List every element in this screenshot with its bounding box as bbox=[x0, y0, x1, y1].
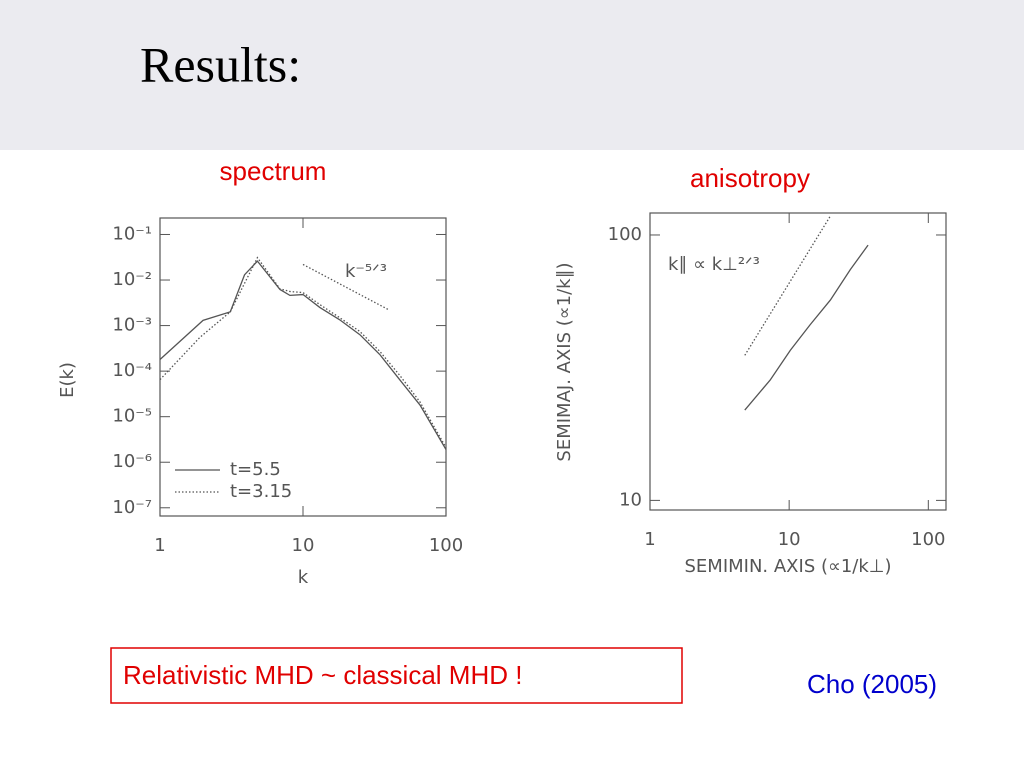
y-axis-label: E(k) bbox=[57, 362, 78, 398]
slide-title: Results: bbox=[140, 36, 301, 92]
caption: anisotropy bbox=[690, 163, 810, 193]
annotation: k⁻⁵ᐟ³ bbox=[345, 261, 387, 282]
y-tick-label: 10⁻³ bbox=[112, 315, 152, 336]
legend-label: t=3.15 bbox=[230, 481, 292, 502]
y-tick-label: 10⁻⁴ bbox=[112, 360, 152, 381]
note: Relativistic MHD ~ classical MHD ! bbox=[123, 660, 522, 690]
x-tick-label: 100 bbox=[429, 535, 463, 556]
reference-line bbox=[744, 215, 831, 356]
x-tick-label: 1 bbox=[154, 535, 165, 556]
y-axis-label: SEMIMAJ. AXIS (∝1/k∥) bbox=[554, 262, 575, 461]
y-tick-label: 10⁻¹ bbox=[112, 223, 152, 244]
legend-label: t=5.5 bbox=[230, 459, 281, 480]
reference-line bbox=[302, 263, 390, 311]
x-tick-label: 10 bbox=[292, 535, 315, 556]
y-tick-label: 10⁻⁶ bbox=[112, 451, 152, 472]
series-line bbox=[744, 244, 869, 411]
title-band bbox=[0, 0, 1024, 150]
y-tick-label: 10⁻⁷ bbox=[112, 497, 152, 518]
y-tick-label: 10 bbox=[619, 489, 642, 510]
x-tick-label: 10 bbox=[778, 529, 801, 550]
x-tick-label: 100 bbox=[911, 529, 945, 550]
x-axis-label: k bbox=[298, 567, 309, 588]
plot-frame bbox=[159, 217, 447, 517]
x-tick-label: 1 bbox=[644, 529, 655, 550]
series-line bbox=[159, 260, 447, 450]
y-tick-label: 10⁻² bbox=[112, 269, 152, 290]
y-tick-label: 100 bbox=[608, 224, 642, 245]
citation: Cho (2005) bbox=[807, 669, 937, 699]
annotation: k∥ ∝ k⊥²ᐟ³ bbox=[668, 254, 760, 275]
y-tick-label: 10⁻⁵ bbox=[112, 406, 152, 427]
series-line bbox=[159, 256, 447, 448]
plot-frame bbox=[649, 212, 947, 511]
note-box bbox=[110, 647, 683, 704]
caption: spectrum bbox=[220, 156, 327, 186]
x-axis-label: SEMIMIN. AXIS (∝1/k⊥) bbox=[684, 556, 891, 577]
